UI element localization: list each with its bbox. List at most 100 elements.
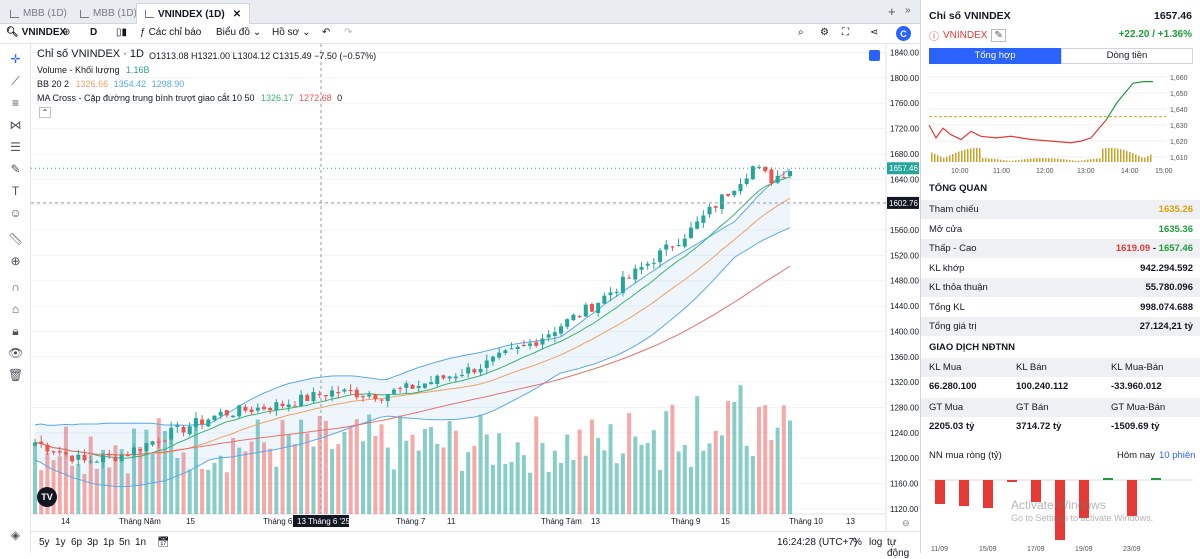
undo-icon[interactable]: ↶: [322, 27, 331, 38]
mini-volume-bar: [1045, 158, 1047, 162]
auto-toggle[interactable]: tự động: [887, 537, 910, 559]
net-today-button[interactable]: Hôm nay: [1117, 450, 1156, 461]
volume-bar: [63, 426, 68, 514]
tab-label: MBB (1D): [23, 8, 67, 19]
profile-button[interactable]: Hồ sơ ⌄: [272, 27, 311, 38]
range-1m[interactable]: 1p: [103, 537, 115, 548]
candle-body: [565, 319, 570, 327]
tab-flow[interactable]: Dòng tiền: [1061, 48, 1193, 64]
range-6m[interactable]: 6p: [71, 537, 83, 548]
toggle-icon[interactable]: [869, 50, 880, 61]
magnet-icon[interactable]: ∩: [11, 280, 20, 294]
share-icon[interactable]: ⋖: [870, 27, 879, 38]
bollinger-upper: [34, 168, 791, 426]
indicators-icon: ƒ: [140, 27, 146, 38]
symbol-search[interactable]: 🔍︎ VNINDEX: [6, 27, 66, 38]
range-1y[interactable]: 1y: [55, 537, 66, 548]
percent-toggle[interactable]: %: [853, 537, 862, 548]
ruler-icon[interactable]: 📏︎: [8, 232, 24, 246]
candle-body: [682, 238, 687, 247]
mini-volume-bar: [1105, 148, 1107, 162]
mini-volume-bar: [1006, 160, 1008, 162]
range-3m[interactable]: 3p: [87, 537, 99, 548]
date-range-icon[interactable]: 📅︎: [157, 537, 170, 548]
tab-vnindex[interactable]: VNINDEX (1D) ✕: [136, 3, 251, 24]
price-chart[interactable]: 1840.00 1800.00 1760.00 1720.00 1680.00 1640.…: [31, 44, 920, 531]
mini-volume-bar: [1147, 156, 1149, 162]
bb-label: BB 20 2: [37, 79, 70, 89]
overview-value: 1635.26: [1158, 204, 1193, 215]
trend-line-icon[interactable]: ⟋: [11, 74, 20, 88]
range-5d[interactable]: 5n: [119, 537, 131, 548]
overview-label: KL thỏa thuận: [929, 282, 988, 293]
reset-scale-icon: ⊖: [902, 518, 910, 528]
time-tick-label: Tháng 9: [671, 517, 701, 526]
lock-icon[interactable]: 🔒︎: [12, 324, 19, 338]
mini-volume-bar: [1117, 148, 1119, 162]
trash-icon[interactable]: 🗑︎: [8, 368, 24, 382]
redo-icon[interactable]: ↷: [344, 27, 353, 38]
text-icon[interactable]: T: [11, 184, 20, 198]
symbol-text: VNINDEX: [943, 30, 988, 41]
volume-bar: [571, 460, 576, 514]
volume-bar: [237, 447, 242, 514]
tab-label: VNINDEX (1D): [158, 8, 225, 20]
fullscreen-icon[interactable]: ⛶: [842, 27, 849, 38]
volume-bar: [775, 427, 780, 514]
overview-title: TỔNG QUAN: [929, 183, 988, 194]
log-toggle[interactable]: log: [869, 537, 883, 548]
horizontal-lines-icon[interactable]: ≡: [11, 96, 19, 110]
mini-volume-bar: [1072, 160, 1074, 162]
zoom-in-icon[interactable]: ⊕: [10, 254, 21, 268]
edit-icon[interactable]: ✎: [991, 29, 1006, 42]
candle-body: [206, 419, 211, 427]
mini-volume-bar: [994, 158, 996, 162]
range-1d[interactable]: 1n: [135, 537, 147, 548]
volume-bar: [676, 451, 681, 514]
clock[interactable]: 16:24:28 (UTC+7): [777, 537, 858, 548]
close-icon[interactable]: ✕: [232, 8, 242, 20]
mini-volume-bar: [952, 153, 954, 162]
volume-bar: [441, 447, 446, 514]
settings-icon[interactable]: ⚙: [820, 27, 829, 38]
volume-bar: [70, 465, 75, 514]
bb-low: 1298.90: [151, 79, 185, 89]
layers-icon[interactable]: ◈: [10, 528, 21, 542]
range-5y[interactable]: 5y: [39, 537, 50, 548]
mini-volume-bar: [1102, 148, 1104, 162]
brush-icon[interactable]: ✎: [10, 162, 21, 176]
chart-area[interactable]: 1840.00 1800.00 1760.00 1720.00 1680.00 1640.…: [31, 44, 920, 531]
add-tab-icon[interactable]: +: [888, 4, 896, 19]
net-bar: [959, 480, 969, 506]
interval-button[interactable]: D: [90, 27, 98, 38]
lock-drawings-icon[interactable]: ⌂: [11, 302, 20, 316]
net-period-button[interactable]: 10 phiên: [1159, 450, 1196, 461]
candle-body: [336, 392, 341, 394]
volume-bar: [323, 420, 328, 514]
collapse-legend-icon[interactable]: ⌃: [39, 107, 51, 118]
emoji-icon[interactable]: ☺: [9, 206, 22, 220]
mini-volume-bar: [1138, 155, 1140, 162]
compare-icon[interactable]: ⊕: [62, 27, 71, 38]
chart-type-button[interactable]: Biểu đồ ⌄: [216, 27, 261, 38]
mini-volume-bar: [931, 152, 933, 162]
fib-icon[interactable]: ☰: [10, 140, 21, 154]
candle-body: [187, 426, 192, 435]
volume-bar: [670, 404, 675, 514]
candle-body: [497, 352, 502, 358]
zoom-icon[interactable]: ⌕: [798, 27, 804, 38]
tab-mbb-1[interactable]: MBB (1D): [2, 3, 75, 24]
tab-summary[interactable]: Tổng hợp: [929, 48, 1061, 64]
pitchfork-icon[interactable]: ⋈: [9, 118, 22, 132]
time-tick-label: 15: [721, 517, 730, 526]
net-date-label: 19/09: [1075, 546, 1093, 553]
indicators-button[interactable]: ƒ Các chỉ báo: [140, 27, 201, 38]
candle-body: [144, 443, 149, 451]
collapse-icon[interactable]: »: [905, 5, 911, 16]
candles-icon[interactable]: ▯▮: [116, 27, 128, 38]
volume-bar: [645, 442, 650, 514]
tab-mbb-2[interactable]: MBB (1D): [72, 3, 145, 24]
eye-icon[interactable]: 👁︎: [8, 346, 24, 360]
panel-symbol[interactable]: ⓘ VNINDEX ✎: [929, 28, 1006, 43]
crosshair-icon[interactable]: ✛: [10, 52, 21, 66]
